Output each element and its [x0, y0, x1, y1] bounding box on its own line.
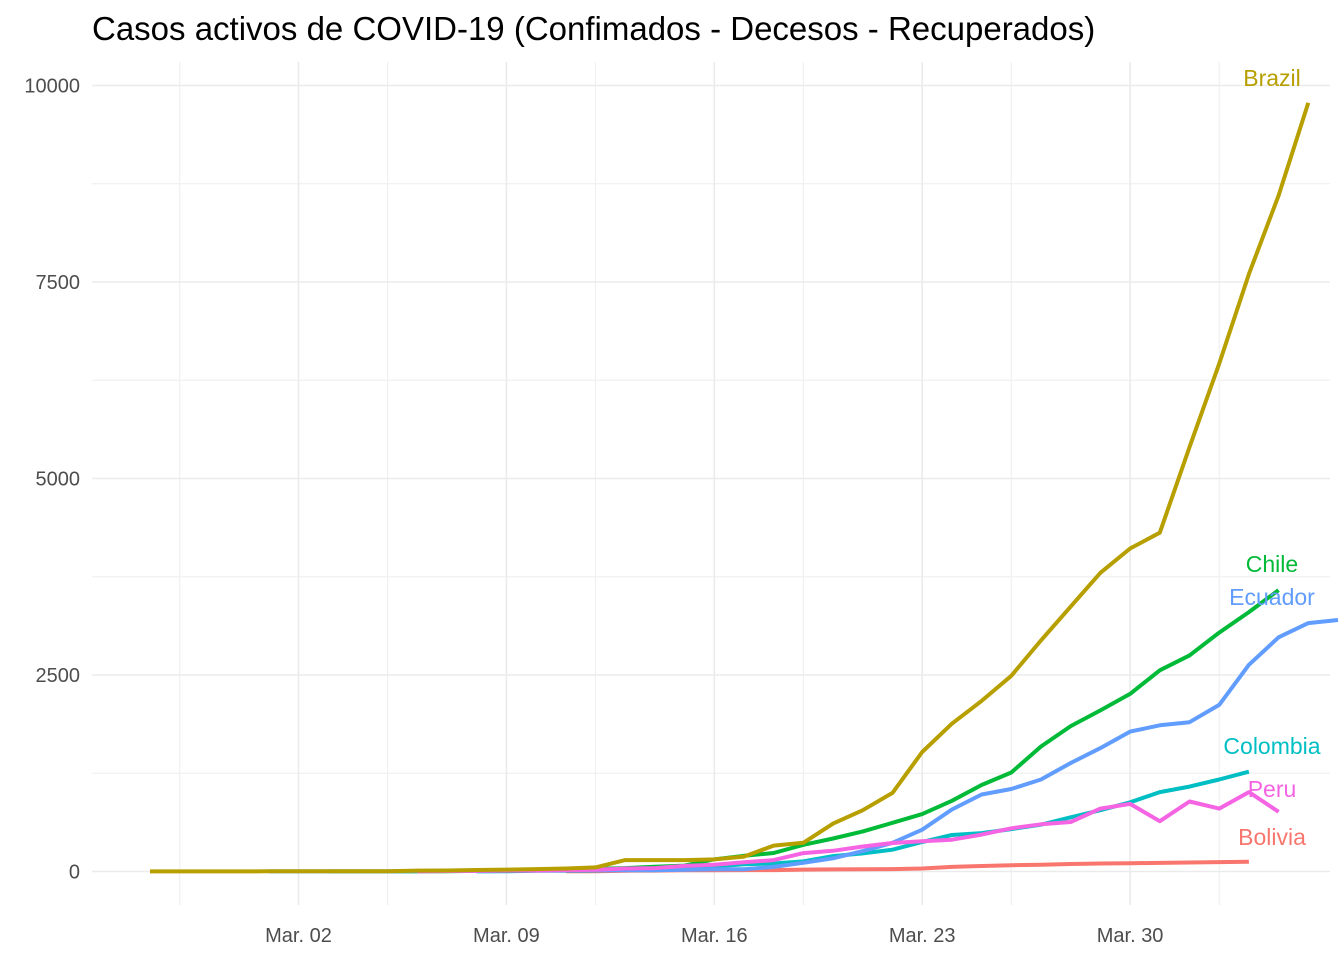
series-lines [150, 102, 1339, 874]
series-label-peru: Peru [1248, 776, 1297, 802]
y-tick-label: 7500 [36, 272, 81, 294]
x-tick-label: Mar. 23 [889, 925, 956, 947]
series-line-brazil [150, 102, 1311, 874]
chart-title: Casos activos de COVID-19 (Confimados - … [92, 10, 1096, 47]
y-axis-tick-labels: 0 2500 5000 7500 10000 [24, 76, 80, 884]
major-gridlines [92, 62, 1330, 905]
series-label-ecuador: Ecuador [1229, 584, 1315, 610]
y-tick-label: 2500 [36, 665, 81, 687]
x-tick-label: Mar. 02 [265, 925, 332, 947]
minor-gridlines [92, 62, 1330, 905]
series-labels: Bolivia Brazil Chile Colombia Ecuador Peru [1223, 65, 1320, 850]
x-axis-tick-labels: Mar. 02 Mar. 09 Mar. 16 Mar. 23 Mar. 30 [265, 925, 1163, 947]
x-tick-label: Mar. 30 [1097, 925, 1164, 947]
series-label-bolivia: Bolivia [1238, 824, 1306, 850]
series-line-peru [417, 790, 1280, 874]
y-tick-label: 10000 [24, 76, 80, 98]
y-tick-label: 5000 [36, 469, 81, 491]
y-tick-label: 0 [69, 862, 80, 884]
series-label-chile: Chile [1246, 551, 1298, 577]
x-tick-label: Mar. 16 [681, 925, 748, 947]
x-tick-label: Mar. 09 [473, 925, 540, 947]
series-label-brazil: Brazil [1243, 65, 1301, 91]
series-label-colombia: Colombia [1223, 733, 1320, 759]
series-line-colombia [476, 769, 1250, 874]
